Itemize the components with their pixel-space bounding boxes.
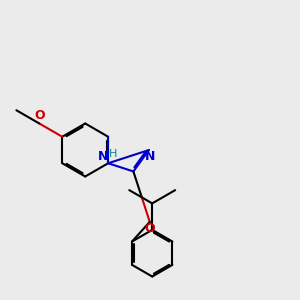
Text: H: H: [109, 149, 118, 159]
Text: O: O: [144, 222, 155, 236]
Text: N: N: [98, 150, 108, 163]
Text: O: O: [34, 109, 45, 122]
Text: N: N: [145, 150, 156, 163]
